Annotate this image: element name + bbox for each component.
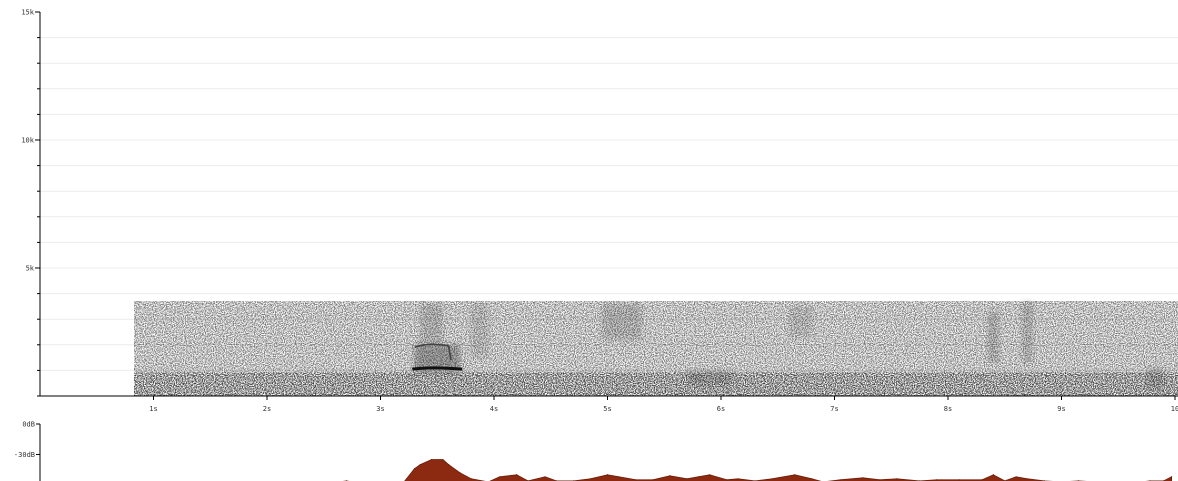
amplitude-y-tick-label: 0dB bbox=[22, 421, 35, 429]
x-tick-label: 1s bbox=[149, 405, 157, 413]
amplitude-point bbox=[618, 476, 620, 478]
spectrogram-events bbox=[412, 301, 1164, 389]
x-tick-label: 2s bbox=[263, 405, 271, 413]
x-tick-label: 7s bbox=[830, 405, 838, 413]
x-tick-label: 9s bbox=[1057, 405, 1065, 413]
amplitude-point bbox=[958, 479, 960, 481]
sound-event-8 bbox=[1021, 301, 1034, 363]
y-tick-label: 15k bbox=[21, 9, 34, 17]
sound-event-9 bbox=[1146, 367, 1164, 389]
y-tick-label: 5k bbox=[26, 265, 35, 273]
amplitude-point bbox=[589, 478, 592, 480]
sound-event-4 bbox=[601, 303, 642, 340]
amplitude-point bbox=[726, 479, 728, 481]
amplitude-point bbox=[697, 476, 699, 478]
amplitude-point bbox=[709, 474, 711, 476]
amplitude-point bbox=[1170, 476, 1173, 478]
amplitude-point bbox=[839, 479, 841, 481]
amplitude-point bbox=[652, 479, 654, 481]
amplitude-point bbox=[470, 478, 472, 480]
x-tick-label: 6s bbox=[717, 405, 725, 413]
amplitude-point bbox=[499, 476, 501, 478]
amplitude-point bbox=[879, 479, 881, 481]
amplitude-point bbox=[1026, 478, 1029, 480]
call-trace-high bbox=[414, 343, 452, 361]
call-trace-low bbox=[412, 366, 463, 371]
sound-event-7 bbox=[987, 311, 1000, 363]
amplitude-point bbox=[413, 468, 416, 470]
amplitude-point bbox=[459, 472, 461, 474]
amplitude-point bbox=[419, 464, 421, 466]
amplitude-point bbox=[794, 474, 796, 476]
amplitude-point bbox=[669, 475, 671, 477]
sound-event-2 bbox=[420, 303, 443, 345]
spectrogram-noise-band bbox=[134, 301, 1178, 396]
sound-event-5 bbox=[686, 370, 733, 386]
amplitude-point bbox=[686, 478, 688, 480]
y-tick-label: 10k bbox=[21, 137, 34, 145]
amplitude-point bbox=[771, 478, 773, 480]
spectrogram-axes: 5k 10k 15k 1s 2s 3s 4s 5s 6s 7s 8s 9s 10 bbox=[21, 9, 1178, 413]
amplitude-point bbox=[516, 474, 518, 476]
x-tick-label: 4s bbox=[490, 405, 498, 413]
amplitude-point bbox=[544, 476, 546, 478]
amplitude-point bbox=[936, 479, 938, 481]
amplitude-point bbox=[862, 477, 864, 479]
amplitude-point bbox=[992, 474, 995, 476]
amplitude-point bbox=[635, 479, 637, 481]
sound-event-3 bbox=[471, 303, 489, 358]
amplitude-point bbox=[811, 478, 813, 480]
amplitude-point bbox=[981, 479, 983, 481]
amplitude-point bbox=[1015, 476, 1017, 478]
low-freq-noise bbox=[134, 372, 1178, 396]
x-tick-label: 8s bbox=[944, 405, 952, 413]
amplitude-point bbox=[430, 458, 433, 461]
amplitude-point bbox=[896, 478, 898, 480]
amplitude-axes: 0dB-30dB-60dB bbox=[14, 421, 41, 481]
spectrogram-plot bbox=[40, 37, 1178, 396]
amplitude-point bbox=[442, 458, 444, 461]
amplitude-point bbox=[606, 474, 609, 476]
amplitude-area bbox=[342, 459, 1173, 481]
amplitude-plot bbox=[342, 458, 1173, 481]
x-tick-label: 10 bbox=[1171, 405, 1178, 413]
sound-event-6 bbox=[789, 306, 812, 338]
spectrogram-gridlines bbox=[40, 37, 1178, 371]
x-tick-label: 5s bbox=[603, 405, 611, 413]
amplitude-y-tick-label: -30dB bbox=[14, 451, 35, 459]
amplitude-point bbox=[448, 464, 450, 466]
amplitude-point bbox=[737, 478, 739, 480]
x-tick-label: 3s bbox=[376, 405, 384, 413]
